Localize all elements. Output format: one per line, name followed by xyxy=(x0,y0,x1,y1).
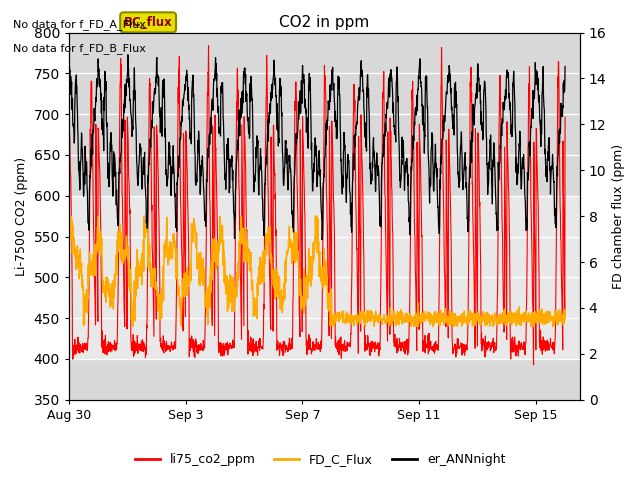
Title: CO2 in ppm: CO2 in ppm xyxy=(279,15,369,30)
Text: No data for f_FD_B_Flux: No data for f_FD_B_Flux xyxy=(13,43,146,54)
Y-axis label: Li-7500 CO2 (ppm): Li-7500 CO2 (ppm) xyxy=(15,156,28,276)
Legend: li75_co2_ppm, FD_C_Flux, er_ANNnight: li75_co2_ppm, FD_C_Flux, er_ANNnight xyxy=(130,448,510,471)
Text: BC_flux: BC_flux xyxy=(124,16,173,29)
Bar xyxy=(69,196,580,359)
Text: No data for f_FD_A_Flux: No data for f_FD_A_Flux xyxy=(13,19,146,30)
Y-axis label: FD chamber flux (ppm): FD chamber flux (ppm) xyxy=(612,144,625,289)
